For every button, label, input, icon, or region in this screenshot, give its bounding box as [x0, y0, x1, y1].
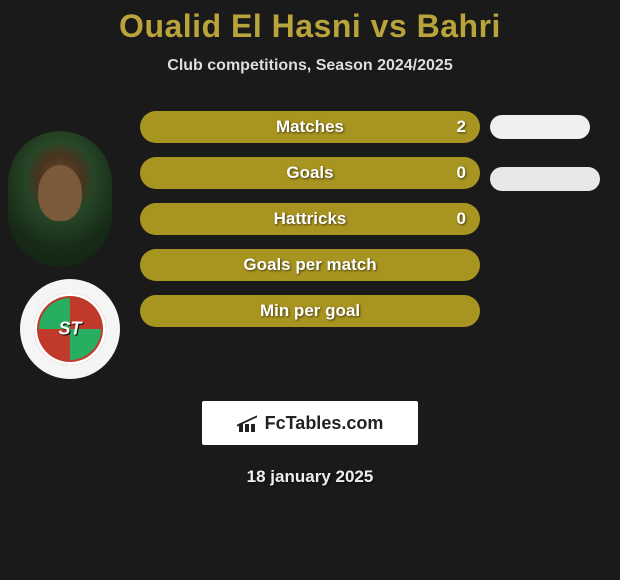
stat-bar-label: Hattricks	[274, 209, 347, 229]
comparison-pill	[490, 115, 590, 139]
logo-text: FcTables.com	[265, 413, 384, 434]
club-badge-inner	[34, 293, 106, 365]
stat-bar: Goals per match	[140, 249, 480, 281]
page-title: Oualid El Hasni vs Bahri	[0, 8, 620, 45]
stat-bar-value: 0	[457, 163, 466, 183]
stat-bar-label: Min per goal	[260, 301, 360, 321]
source-logo: FcTables.com	[202, 401, 418, 445]
stat-bars: Matches 2 Goals 0 Hattricks 0 Goals per match M…	[140, 111, 480, 341]
club-badge	[20, 279, 120, 379]
player-avatar	[8, 131, 112, 267]
stat-bar-row: Goals 0	[140, 157, 480, 189]
main-area: Matches 2 Goals 0 Hattricks 0 Goals per match M…	[0, 111, 620, 371]
stat-bar-value: 2	[457, 117, 466, 137]
stat-bar-label: Matches	[276, 117, 344, 137]
avatar-face	[38, 165, 82, 221]
stat-bar-row: Matches 2	[140, 111, 480, 143]
stat-bar-row: Goals per match	[140, 249, 480, 281]
date-text: 18 january 2025	[0, 467, 620, 487]
stat-bar-value: 0	[457, 209, 466, 229]
chart-icon	[237, 414, 259, 432]
comparison-card: Oualid El Hasni vs Bahri Club competitio…	[0, 0, 620, 487]
stat-bar-row: Hattricks 0	[140, 203, 480, 235]
stat-bar-row: Min per goal	[140, 295, 480, 327]
stat-bar-label: Goals	[286, 163, 333, 183]
subtitle: Club competitions, Season 2024/2025	[0, 57, 620, 75]
comparison-pill	[490, 167, 600, 191]
stat-bar-label: Goals per match	[243, 255, 376, 275]
stat-bar: Hattricks 0	[140, 203, 480, 235]
stat-bar: Goals 0	[140, 157, 480, 189]
stat-bar: Min per goal	[140, 295, 480, 327]
stat-bar: Matches 2	[140, 111, 480, 143]
